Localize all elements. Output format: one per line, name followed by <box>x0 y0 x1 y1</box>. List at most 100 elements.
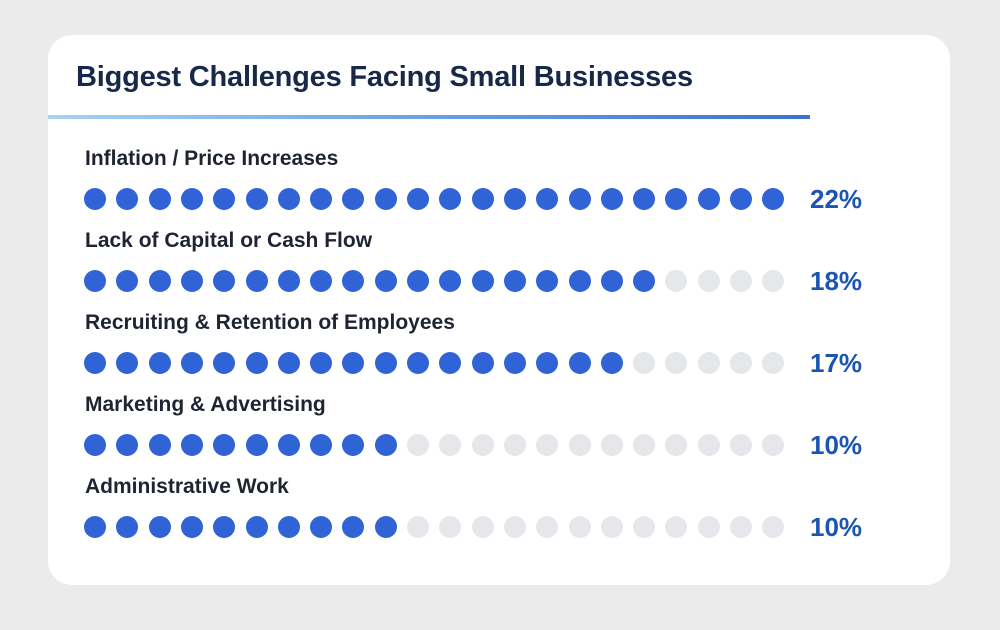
empty-dot <box>471 516 494 538</box>
title-underline <box>48 115 810 119</box>
filled-dot <box>277 352 300 374</box>
empty-dot <box>730 516 752 538</box>
filled-dot <box>407 270 429 292</box>
dot-chart: Inflation / Price Increases 22% Lack of Ca… <box>48 35 950 585</box>
filled-dot <box>116 434 139 456</box>
filled-dot <box>84 434 106 456</box>
filled-dot <box>342 516 365 538</box>
filled-dot <box>116 352 139 374</box>
empty-dot <box>568 516 591 538</box>
filled-dot <box>245 516 268 538</box>
filled-dot <box>245 434 268 456</box>
filled-dot <box>407 352 429 374</box>
filled-dot <box>503 352 526 374</box>
filled-dot <box>342 270 365 292</box>
category-label: Recruiting & Retention of Employees <box>85 311 455 334</box>
filled-dot <box>148 434 171 456</box>
filled-dot <box>471 352 494 374</box>
value-label: 17% <box>810 348 863 378</box>
filled-dot <box>84 270 106 292</box>
filled-dot <box>374 352 397 374</box>
category-label: Administrative Work <box>85 475 289 498</box>
filled-dot <box>148 188 171 210</box>
filled-dot <box>730 188 752 210</box>
empty-dot <box>407 434 429 456</box>
empty-dot <box>665 270 688 292</box>
dot-track <box>84 434 796 456</box>
filled-dot <box>471 188 494 210</box>
empty-dot <box>697 516 720 538</box>
filled-dot <box>374 516 397 538</box>
filled-dot <box>342 188 365 210</box>
empty-dot <box>536 434 559 456</box>
value-label: 10% <box>810 512 863 542</box>
filled-dot <box>600 188 623 210</box>
empty-dot <box>633 352 656 374</box>
filled-dot <box>633 188 656 210</box>
filled-dot <box>84 188 106 210</box>
filled-dot <box>180 516 203 538</box>
empty-dot <box>407 516 429 538</box>
filled-dot <box>148 516 171 538</box>
empty-dot <box>697 352 720 374</box>
empty-dot <box>665 352 688 374</box>
empty-dot <box>697 434 720 456</box>
filled-dot <box>439 270 462 292</box>
filled-dot <box>407 188 429 210</box>
dot-track <box>84 270 796 292</box>
empty-dot <box>503 434 526 456</box>
filled-dot <box>600 270 623 292</box>
filled-dot <box>310 270 333 292</box>
chart-row: Inflation / Price Increases 22% <box>48 147 950 227</box>
filled-dot <box>536 352 559 374</box>
filled-dot <box>633 270 656 292</box>
filled-dot <box>503 270 526 292</box>
filled-dot <box>277 188 300 210</box>
dot-track <box>84 516 796 538</box>
dot-track <box>84 188 796 210</box>
filled-dot <box>503 188 526 210</box>
filled-dot <box>568 270 591 292</box>
filled-dot <box>116 188 139 210</box>
filled-dot <box>439 188 462 210</box>
empty-dot <box>697 270 720 292</box>
filled-dot <box>342 352 365 374</box>
filled-dot <box>180 188 203 210</box>
filled-dot <box>213 516 236 538</box>
chart-title: Biggest Challenges Facing Small Business… <box>76 61 693 93</box>
value-label: 22% <box>810 184 863 214</box>
empty-dot <box>762 270 785 292</box>
empty-dot <box>600 516 623 538</box>
chart-row: Administrative Work 10% <box>48 475 950 555</box>
chart-row: Marketing & Advertising 10% <box>48 393 950 473</box>
filled-dot <box>600 352 623 374</box>
filled-dot <box>245 270 268 292</box>
filled-dot <box>665 188 688 210</box>
empty-dot <box>439 516 462 538</box>
filled-dot <box>277 434 300 456</box>
filled-dot <box>213 188 236 210</box>
filled-dot <box>374 270 397 292</box>
filled-dot <box>568 188 591 210</box>
filled-dot <box>697 188 720 210</box>
filled-dot <box>245 188 268 210</box>
filled-dot <box>245 352 268 374</box>
empty-dot <box>665 516 688 538</box>
chart-card: Biggest Challenges Facing Small Business… <box>48 35 950 585</box>
empty-dot <box>730 270 752 292</box>
empty-dot <box>762 352 785 374</box>
filled-dot <box>310 516 333 538</box>
filled-dot <box>180 352 203 374</box>
filled-dot <box>180 270 203 292</box>
empty-dot <box>730 434 752 456</box>
category-label: Inflation / Price Increases <box>85 147 339 170</box>
filled-dot <box>277 270 300 292</box>
empty-dot <box>503 516 526 538</box>
category-label: Marketing & Advertising <box>85 393 326 416</box>
empty-dot <box>536 516 559 538</box>
empty-dot <box>762 434 785 456</box>
filled-dot <box>213 434 236 456</box>
empty-dot <box>439 434 462 456</box>
empty-dot <box>568 434 591 456</box>
filled-dot <box>310 352 333 374</box>
